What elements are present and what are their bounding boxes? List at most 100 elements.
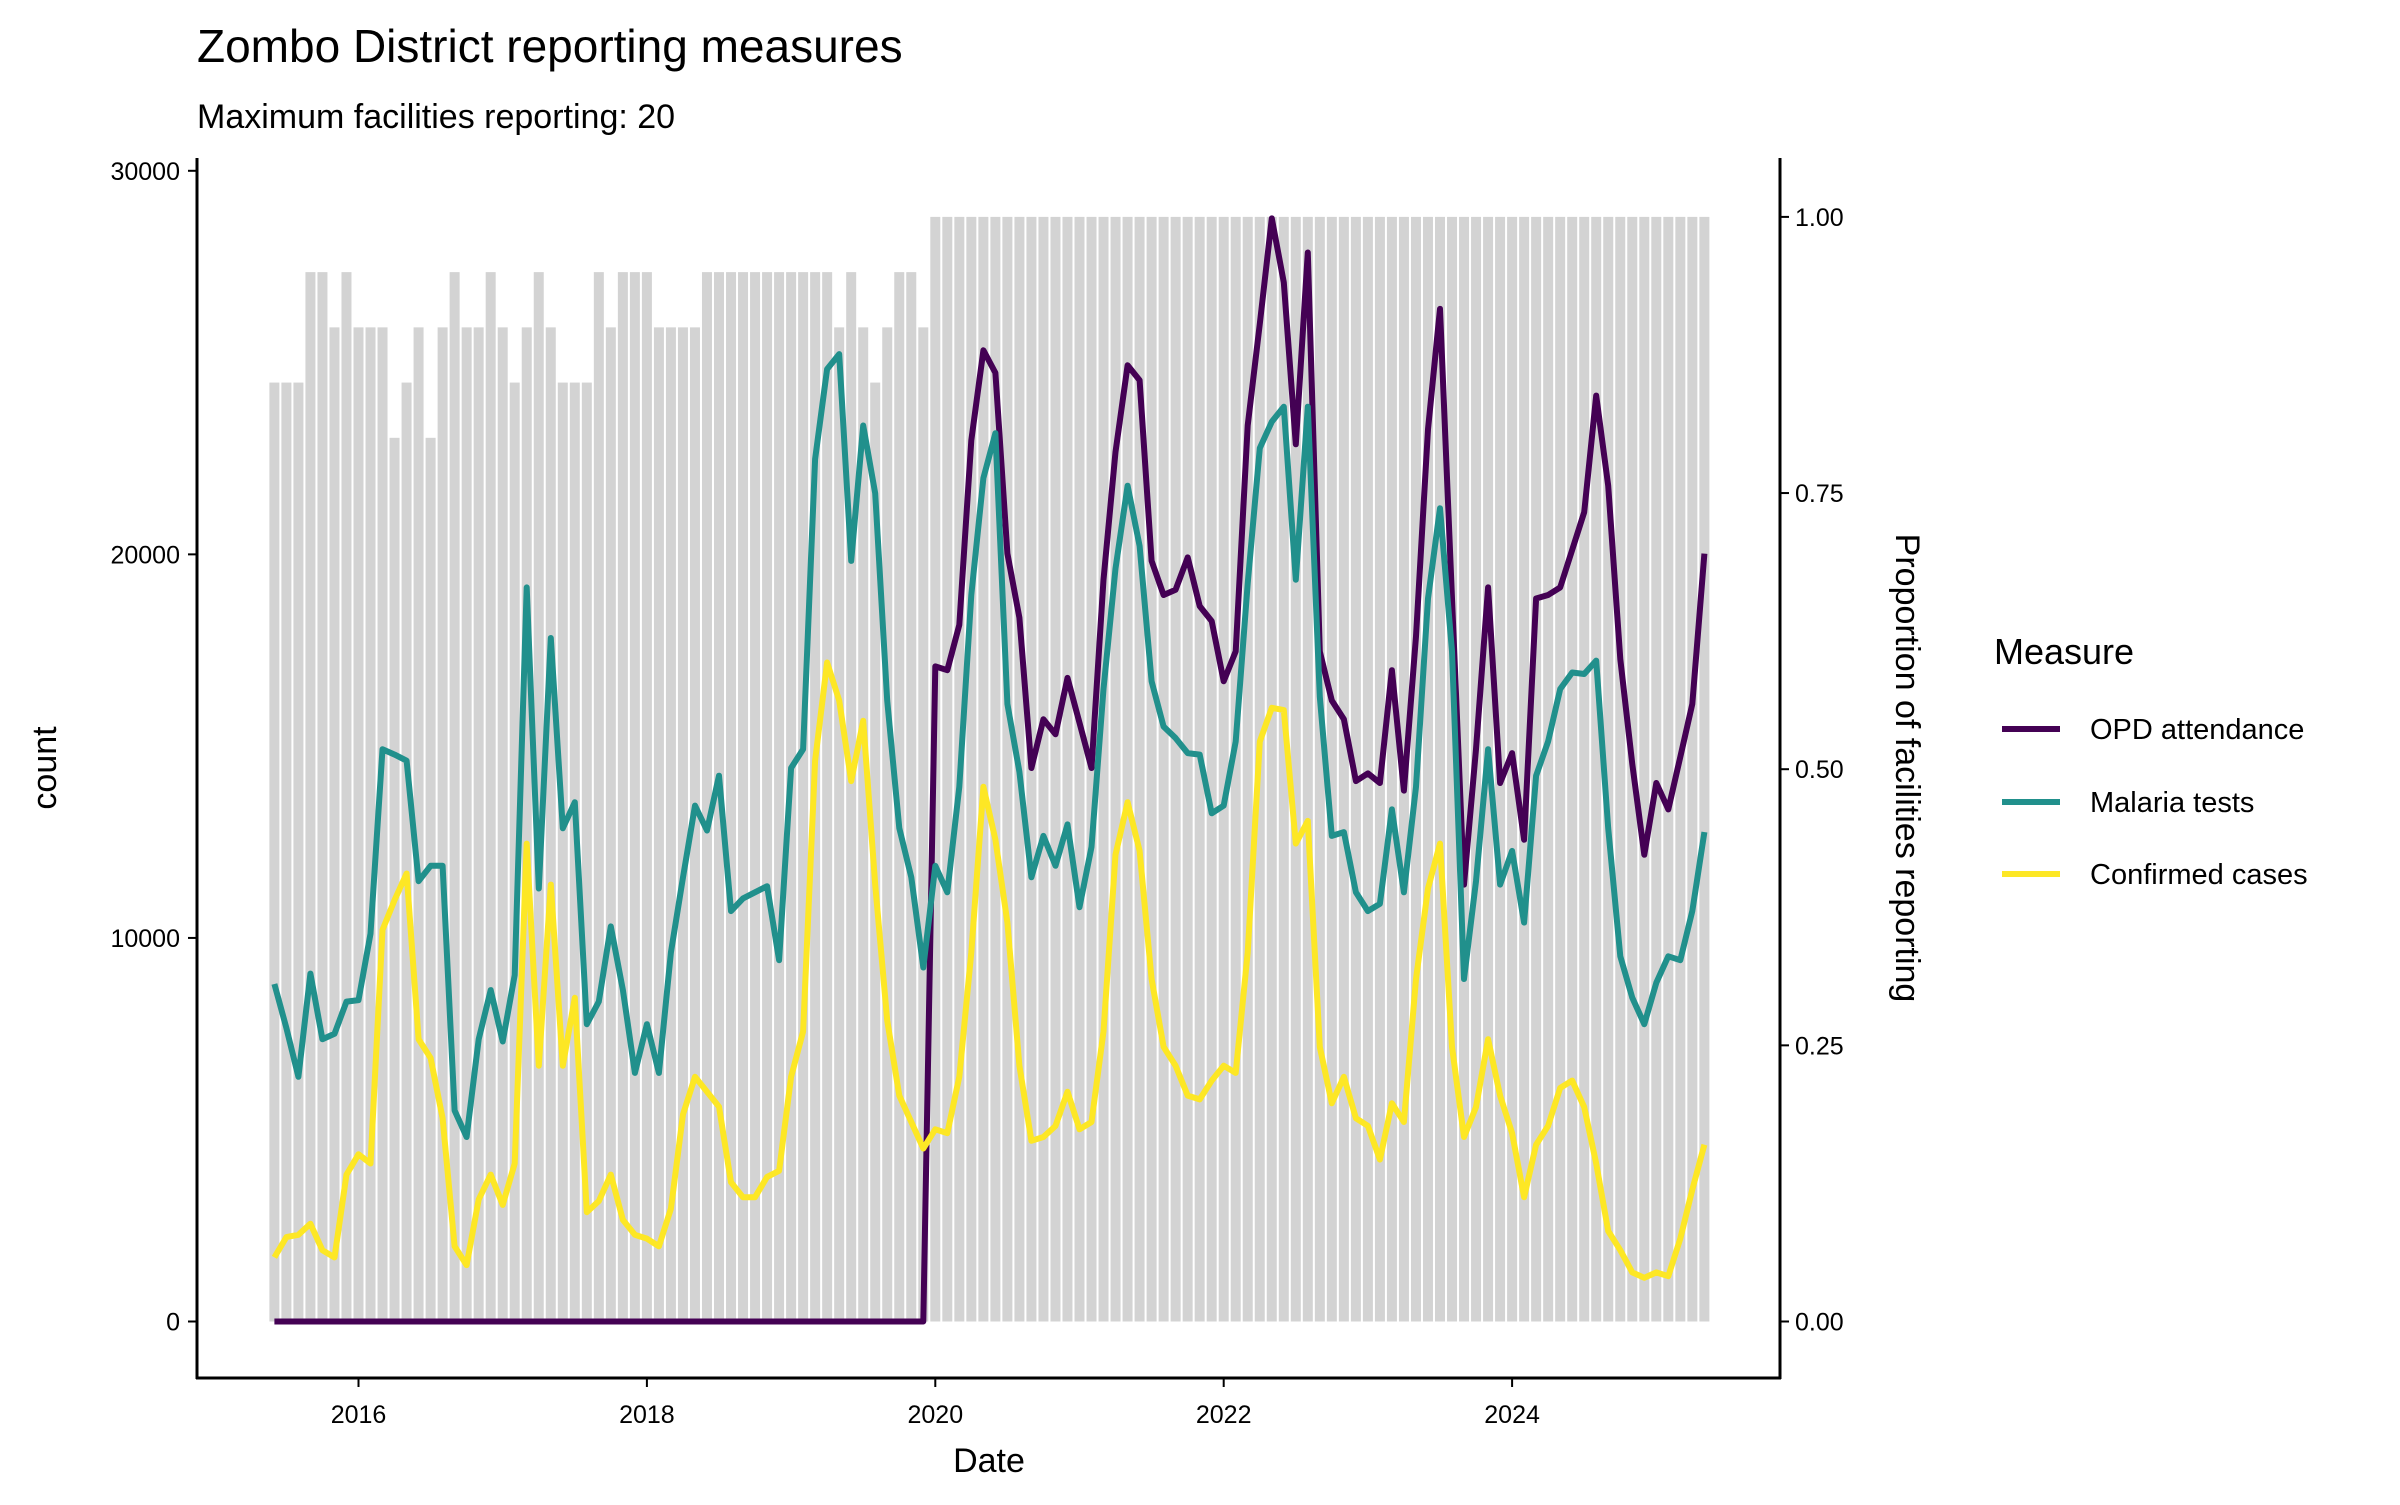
reporting-bar — [1435, 216, 1445, 1322]
reporting-bar — [1242, 216, 1253, 1322]
reporting-bar — [1170, 216, 1181, 1322]
reporting-bar — [1206, 216, 1217, 1322]
reporting-bar — [1615, 216, 1626, 1322]
reporting-bar — [653, 327, 664, 1322]
reporting-bar — [389, 437, 400, 1322]
reporting-bar — [1002, 216, 1013, 1322]
reporting-bar — [750, 272, 761, 1322]
series-line-confirmed-cases — [271, 659, 1708, 1281]
reporting-bar — [1110, 216, 1121, 1322]
reporting-bar — [581, 382, 592, 1322]
reporting-bar — [966, 216, 977, 1322]
reporting-bar — [1338, 216, 1349, 1322]
reporting-bar — [533, 272, 544, 1322]
legend-label: OPD attendance — [2090, 714, 2304, 746]
reporting-bar — [1050, 216, 1061, 1322]
reporting-bar — [834, 327, 845, 1322]
y-right-tick-label: 0.75 — [1795, 480, 1844, 508]
reporting-bar — [1663, 216, 1674, 1322]
reporting-bar — [1459, 216, 1470, 1322]
reporting-bar — [846, 272, 857, 1322]
y-tick-label: 0 — [166, 1309, 180, 1337]
reporting-bar — [521, 327, 532, 1322]
reporting-bar — [1134, 216, 1145, 1322]
reporting-bar — [437, 327, 448, 1322]
reporting-bar — [317, 272, 328, 1322]
reporting-bar — [365, 327, 376, 1322]
reporting-bar — [281, 382, 292, 1322]
reporting-bar — [1555, 216, 1566, 1322]
chart-title: Zombo District reporting measures — [197, 20, 903, 72]
reporting-bar — [701, 272, 712, 1322]
reporting-bar — [1062, 216, 1073, 1322]
reporting-bar — [918, 327, 929, 1322]
reporting-bar — [677, 327, 688, 1322]
reporting-bar — [425, 437, 436, 1322]
reporting-bar — [1146, 216, 1157, 1322]
reporting-bar — [1278, 216, 1289, 1322]
reporting-bar — [1122, 216, 1133, 1322]
legend-item-malaria-tests: Malaria tests — [2002, 787, 2254, 819]
reporting-bar — [689, 327, 700, 1322]
reporting-bar — [726, 272, 737, 1322]
series-lines — [271, 215, 1708, 1325]
reporting-bar — [774, 272, 785, 1322]
reporting-bar — [1326, 216, 1337, 1322]
reporting-bars — [269, 216, 1710, 1322]
reporting-bar — [990, 216, 1001, 1322]
reporting-bar — [617, 272, 628, 1322]
reporting-bar — [557, 382, 568, 1322]
x-tick-label: 2022 — [1196, 1401, 1252, 1429]
reporting-bar — [1230, 216, 1241, 1322]
reporting-bar — [485, 272, 496, 1322]
reporting-bar — [858, 327, 869, 1322]
reporting-bar — [1290, 216, 1301, 1322]
reporting-bar — [798, 272, 809, 1322]
reporting-bar — [1038, 216, 1049, 1322]
reporting-bar — [978, 216, 989, 1322]
reporting-bar — [1386, 216, 1397, 1322]
legend-label: Confirmed cases — [2090, 859, 2308, 891]
x-tick-label: 2024 — [1484, 1401, 1540, 1429]
reporting-bar — [293, 382, 304, 1322]
y-right-axis-title: Proportion of facilities reporting — [1888, 534, 1926, 1003]
reporting-bar — [341, 272, 352, 1322]
y-tick-label: 10000 — [110, 925, 180, 953]
reporting-bar — [593, 272, 604, 1322]
reporting-bar — [401, 382, 412, 1322]
series-line-opd-attendance — [274, 215, 1708, 1325]
reporting-bar — [1074, 216, 1085, 1322]
reporting-bar — [641, 272, 652, 1322]
reporting-bar — [1362, 216, 1373, 1322]
reporting-bar — [1687, 216, 1698, 1322]
ticks — [188, 169, 1789, 1387]
y-tick-label: 20000 — [110, 541, 180, 569]
y-tick-label: 30000 — [110, 158, 180, 186]
y-right-tick-label: 1.00 — [1795, 204, 1844, 232]
reporting-bar — [1699, 216, 1710, 1322]
reporting-bar — [822, 272, 833, 1322]
reporting-bar — [269, 382, 280, 1322]
reporting-bar — [1591, 216, 1602, 1322]
reporting-bar — [377, 327, 388, 1322]
legend-title: Measure — [1994, 631, 2134, 672]
reporting-bar — [605, 327, 616, 1322]
reporting-bar — [629, 272, 640, 1322]
x-tick-label: 2018 — [619, 1401, 675, 1429]
reporting-bar — [353, 327, 364, 1322]
x-tick-label: 2020 — [907, 1401, 963, 1429]
reporting-bar — [545, 327, 556, 1322]
reporting-bar — [882, 327, 893, 1322]
reporting-bar — [1422, 216, 1433, 1322]
series-line-malaria-tests — [271, 351, 1708, 1140]
reporting-bar — [1651, 216, 1662, 1322]
reporting-bar — [942, 216, 953, 1322]
reporting-bar — [1567, 216, 1578, 1322]
reporting-bar — [738, 272, 749, 1322]
reporting-bar — [461, 327, 472, 1322]
reporting-bar — [305, 272, 316, 1322]
reporting-bar — [1266, 216, 1277, 1322]
legend-item-confirmed-cases: Confirmed cases — [2002, 859, 2308, 891]
reporting-bar — [1639, 216, 1650, 1322]
reporting-bar — [1447, 216, 1458, 1322]
